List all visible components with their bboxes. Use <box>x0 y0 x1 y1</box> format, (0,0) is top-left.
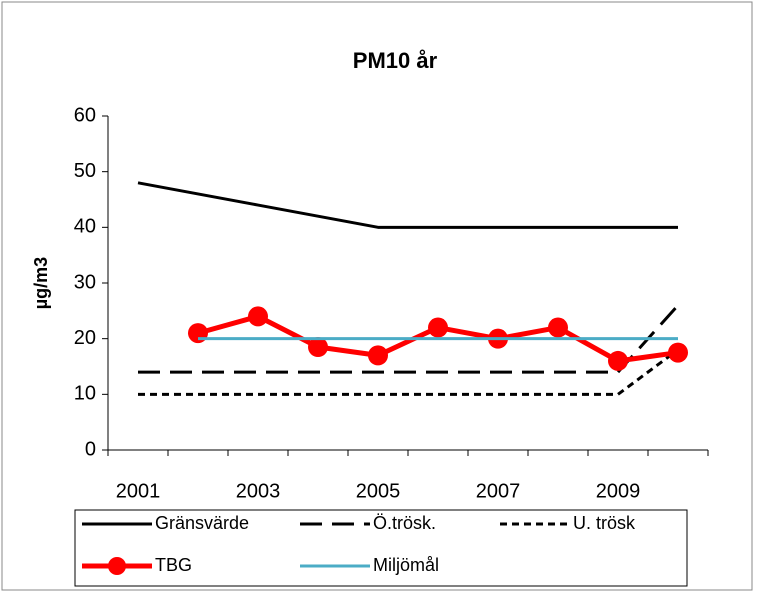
y-tick-label: 40 <box>74 216 96 238</box>
series-marker <box>668 342 688 363</box>
series-marker <box>248 306 268 327</box>
series-line <box>138 348 679 396</box>
y-tick-label: 50 <box>74 160 96 182</box>
legend-label: TBG <box>155 555 192 575</box>
legend-box <box>74 509 688 587</box>
series-line <box>138 304 680 374</box>
series-marker <box>428 317 448 338</box>
legend-label: Gränsvärde <box>155 513 249 533</box>
series-marker <box>308 337 328 358</box>
series-marker <box>368 345 388 366</box>
x-tick-label: 2003 <box>236 480 281 502</box>
y-tick-label: 30 <box>74 271 96 293</box>
y-tick-label: 60 <box>74 104 96 126</box>
x-tick-label: 2001 <box>116 480 161 502</box>
legend-label: Ö.trösk. <box>373 513 436 533</box>
x-tick-label: 2009 <box>596 480 641 502</box>
legend-label: U. trösk <box>573 513 636 533</box>
y-tick-label: 0 <box>85 438 96 460</box>
legend-label: Miljömål <box>373 555 439 575</box>
chart-title: PM10 år <box>353 48 438 73</box>
y-tick-label: 20 <box>74 327 96 349</box>
y-axis-label: µg/m3 <box>31 257 51 309</box>
x-tick-label: 2005 <box>356 480 401 502</box>
legend-marker <box>108 557 126 575</box>
y-tick-label: 10 <box>74 383 96 405</box>
series-marker <box>548 317 568 338</box>
series-line <box>137 181 678 229</box>
chart-border <box>1 1 753 591</box>
x-tick-label: 2007 <box>476 480 521 502</box>
series-marker <box>608 350 628 371</box>
